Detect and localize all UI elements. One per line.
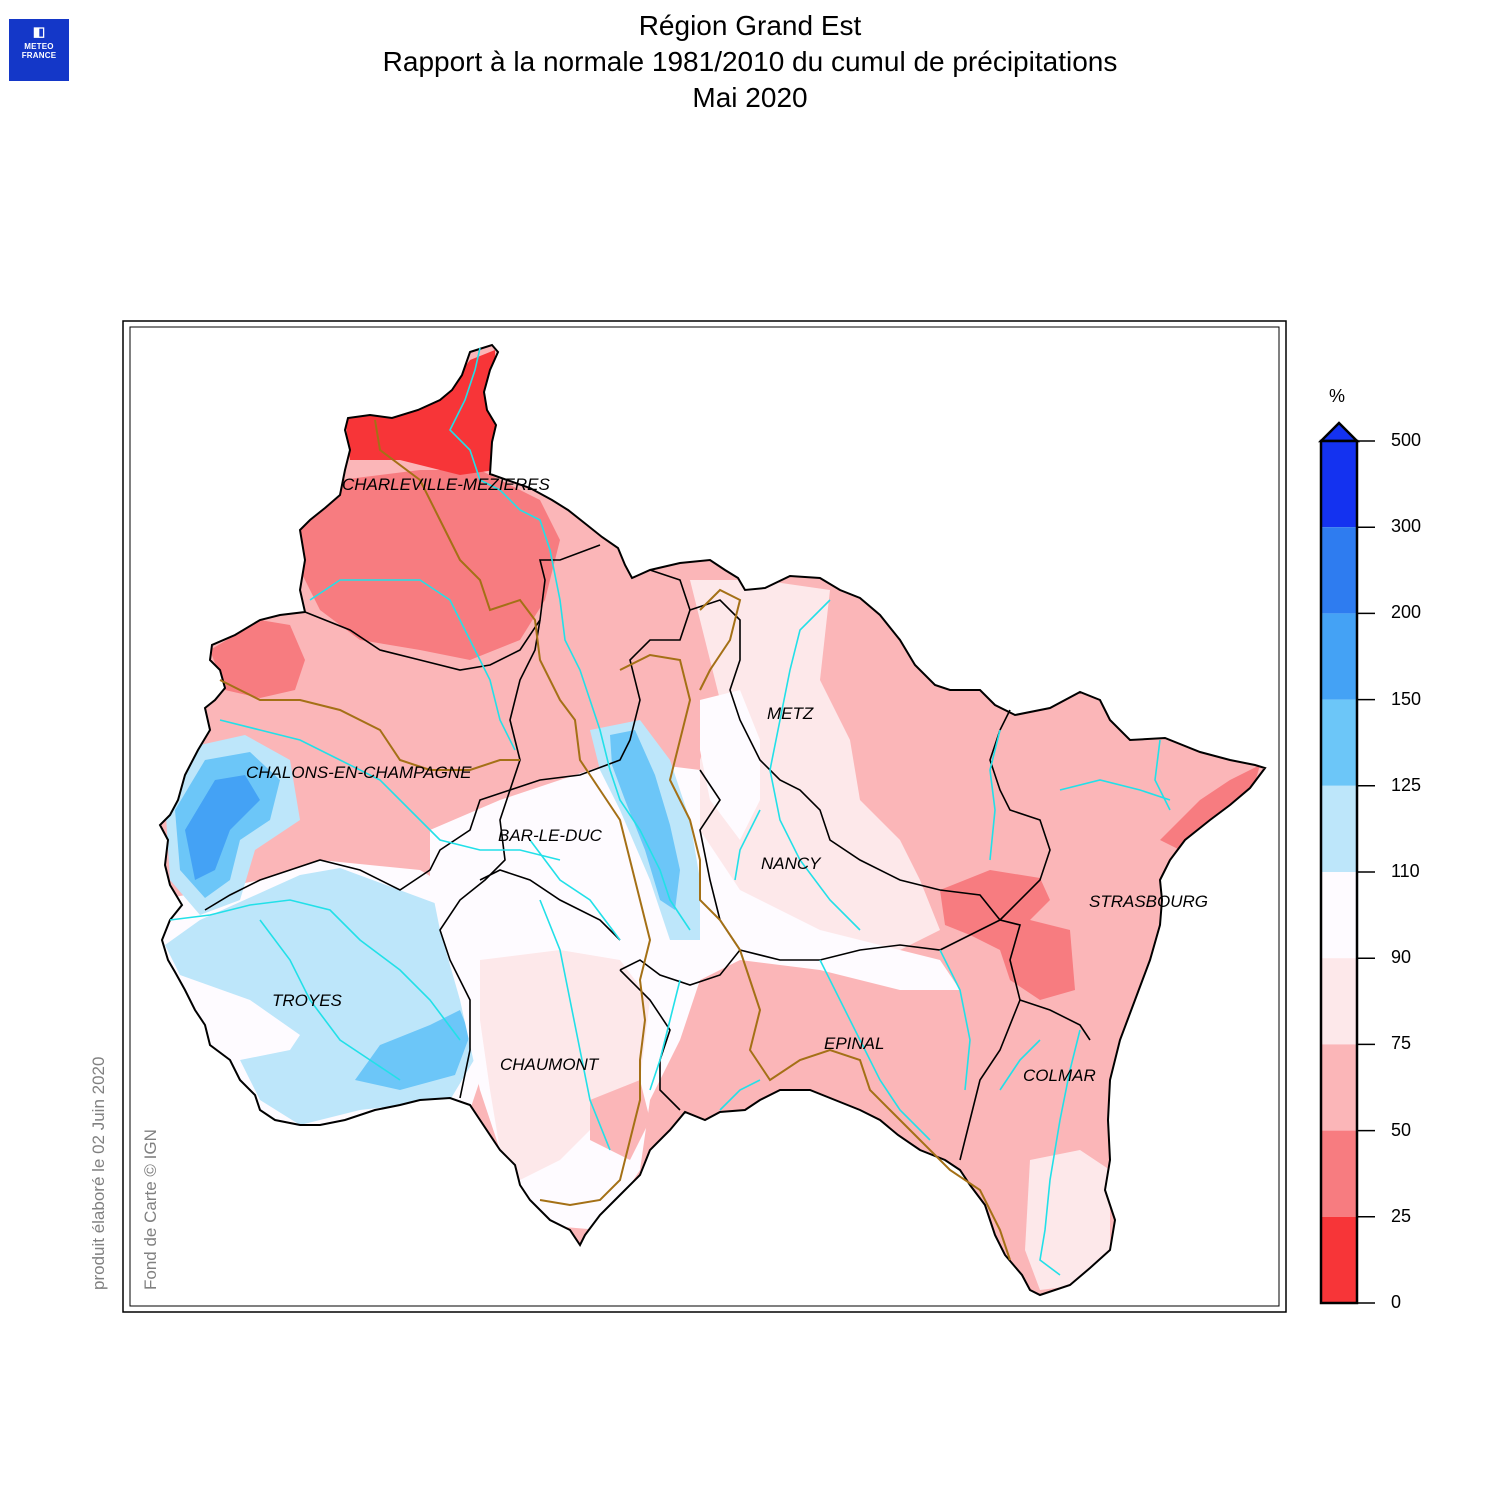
legend-color-segment: [1321, 1130, 1357, 1217]
legend-tick-label: 50: [1391, 1119, 1412, 1140]
legend-color-segment: [1321, 527, 1357, 614]
city-troyes: TROYES: [272, 991, 343, 1010]
city-epinal: EPINAL: [824, 1034, 884, 1053]
city-strasbourg: STRASBOURG: [1089, 892, 1208, 911]
title-description: Rapport à la normale 1981/2010 du cumul …: [382, 46, 1118, 77]
department-borders: [204, 544, 1091, 1161]
logo-line2: FRANCE: [21, 51, 57, 60]
legend-tick-label: 500: [1391, 430, 1422, 450]
legend-color-segment: [1321, 1216, 1357, 1303]
city-chaumont: CHAUMONT: [500, 1055, 600, 1074]
legend-tick-label: 110: [1391, 861, 1420, 881]
city-chalons-en-champagne: CHALONS-EN-CHAMPAGNE: [246, 763, 472, 782]
legend-unit: %: [1329, 386, 1346, 406]
map-title: Région Grand Est Rapport à la normale 19…: [0, 8, 1500, 116]
city-bar-le-duc: BAR-LE-DUC: [498, 826, 603, 845]
legend-tick-label: 75: [1391, 1033, 1412, 1054]
legend-tick-label: 200: [1391, 602, 1422, 623]
logo-line1: METEO: [24, 42, 54, 51]
legend-color-segment: [1321, 613, 1357, 700]
title-region: Région Grand Est: [638, 10, 862, 41]
legend-tick-label: 300: [1391, 516, 1422, 537]
rivers: [169, 347, 1171, 1276]
legend-tick-label: 0: [1391, 1292, 1402, 1312]
city-colmar: COLMAR: [1023, 1066, 1096, 1085]
map-credit-note: Fond de Carte © IGN: [141, 1129, 160, 1290]
legend-color-segment: [1321, 1044, 1357, 1131]
legend-tick-label: 125: [1391, 774, 1422, 795]
legend-color-segment: [1321, 699, 1357, 786]
city-charleville-mezieres: CHARLEVILLE-MEZIERES: [342, 475, 550, 494]
production-date-note: produit élaboré le 02 Juin 2020: [89, 1056, 108, 1290]
legend-color-segment: [1321, 441, 1357, 528]
map-frame: [122, 320, 1287, 1313]
legend-tick-label: 90: [1391, 947, 1412, 968]
legend-color-segment: [1321, 785, 1357, 872]
precipitation-fields: [160, 345, 1265, 1295]
region-outline: [158, 343, 1267, 1297]
title-period: Mai 2020: [692, 82, 808, 113]
former-region-borders: [219, 419, 1011, 1261]
legend-color-segment: [1321, 872, 1357, 959]
city-nancy: NANCY: [761, 854, 822, 873]
city-metz: METZ: [767, 704, 814, 723]
logo-glyph: ◧: [32, 24, 46, 39]
meteo-france-logo: ◧ METEO FRANCE: [9, 19, 69, 81]
legend-tick-label: 25: [1391, 1205, 1412, 1226]
city-labels: CHARLEVILLE-MEZIERES CHALONS-EN-CHAMPAGN…: [246, 475, 1208, 1085]
legend-colorbar: [1317, 421, 1375, 1305]
legend-color-segment: [1321, 958, 1357, 1045]
legend-tick-label: 150: [1391, 688, 1422, 709]
legend-overflow-arrow: [1317, 421, 1361, 443]
